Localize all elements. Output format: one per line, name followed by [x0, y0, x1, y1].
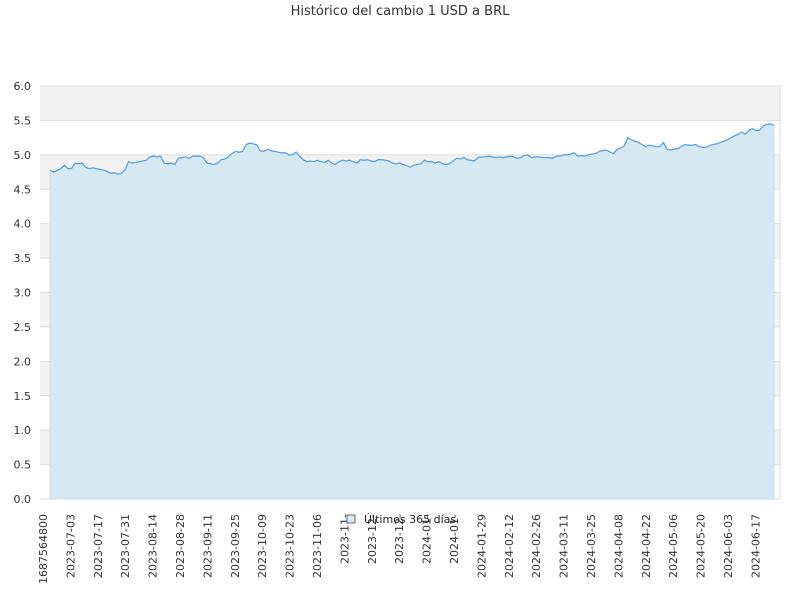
x-tick-label: 2024-06-17 [749, 514, 762, 578]
x-tick-label: 2024-04-22 [640, 514, 653, 578]
x-tick-label: 2023-08-14 [147, 514, 160, 578]
x-tick-label: 2024-03-25 [585, 514, 598, 578]
chart-title: Histórico del cambio 1 USD a BRL [291, 4, 510, 19]
x-tick-label: 2023-11-06 [311, 514, 324, 578]
y-axis-ticks: 0.0 0.5 1.0 1.5 2.0 2.5 3.0 3.5 4.0 4.5 5.0 5.5 6.0 [14, 80, 32, 506]
x-tick-label: 2023-09-11 [201, 514, 214, 578]
x-tick-label: 2024-02-26 [530, 514, 543, 578]
x-tick-label: 2023-11- [338, 514, 351, 564]
x-tick-label: 2024-01- [448, 514, 461, 564]
x-tick-label: 2024-01- [421, 514, 434, 564]
y-tick-label: 1.0 [14, 424, 32, 437]
y-tick-label: 5.0 [14, 149, 32, 162]
x-tick-label: 2024-01-29 [475, 514, 488, 578]
x-tick-label: 2023-10-23 [284, 514, 297, 578]
y-tick-label: 3.0 [14, 287, 32, 300]
x-tick-label: 2023-08-28 [174, 514, 187, 578]
x-tick-label: 2024-04-08 [612, 514, 625, 578]
x-tick-label: 2024-06-03 [722, 514, 735, 578]
y-tick-label: 1.5 [14, 390, 32, 403]
x-tick-label: 2024-05-20 [695, 514, 708, 578]
x-tick-label: 1687564800 [37, 514, 50, 584]
x-tick-label: 2023-12- [393, 514, 406, 564]
legend-label[interactable]: Últimos 365 días [364, 513, 456, 526]
x-tick-label: 2023-10-09 [256, 514, 269, 578]
x-tick-label: 2024-05-06 [667, 514, 680, 578]
y-tick-label: 2.0 [14, 355, 32, 368]
x-tick-label: 2024-03-11 [558, 514, 571, 578]
y-tick-label: 2.5 [14, 321, 32, 334]
x-tick-label: 2023-07-31 [119, 514, 132, 578]
x-tick-label: 2023-07-17 [92, 514, 105, 578]
y-tick-label: 4.5 [14, 183, 32, 196]
series-line [49, 123, 775, 175]
y-tick-label: 6.0 [14, 80, 32, 93]
x-tick-label: 2023-07-03 [64, 514, 77, 578]
x-axis-ticks: 1687564800 2023-07-03 2023-07-17 2023-07-31… [37, 514, 762, 584]
x-tick-label: 2024-02-12 [503, 514, 516, 578]
chart-legend[interactable]: Últimos 365 días [346, 513, 456, 526]
y-tick-label: 5.5 [14, 114, 32, 127]
y-tick-label: 4.0 [14, 218, 32, 231]
x-tick-label: 2023-12- [366, 514, 379, 564]
band [40, 86, 780, 121]
x-tick-label: 2023-09-25 [229, 514, 242, 578]
y-tick-label: 0.5 [14, 459, 32, 472]
series-area [49, 123, 775, 500]
y-tick-label: 0.0 [14, 493, 32, 506]
y-tick-label: 3.5 [14, 252, 32, 265]
legend-swatch[interactable] [346, 514, 356, 524]
